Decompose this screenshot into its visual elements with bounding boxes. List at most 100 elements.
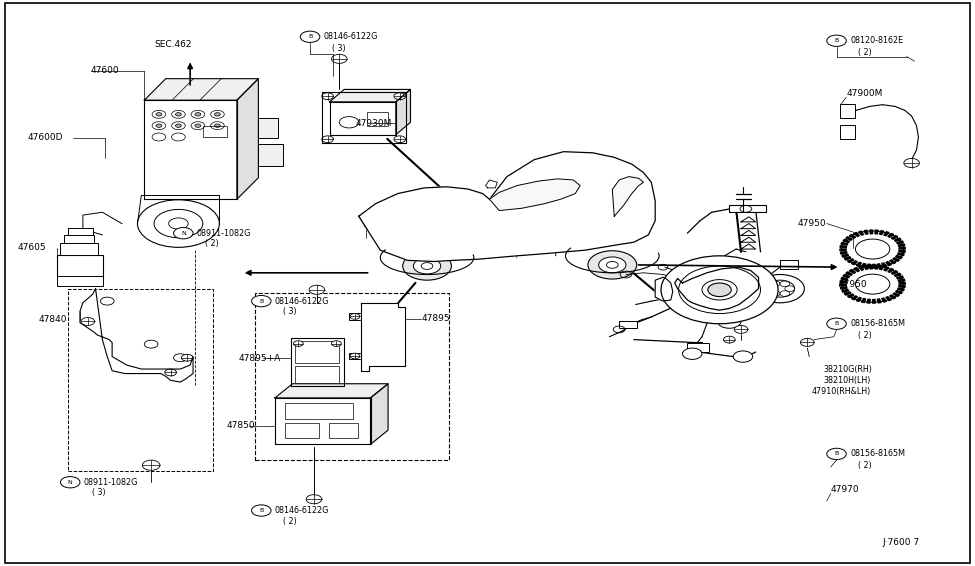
Text: J·7600 7: J·7600 7 [882,538,919,547]
Polygon shape [898,288,904,290]
Polygon shape [899,285,905,288]
Bar [497,219,515,228]
Polygon shape [889,295,896,299]
Circle shape [322,136,333,143]
Polygon shape [330,102,396,135]
Polygon shape [898,253,904,255]
Polygon shape [840,287,847,289]
Text: 47895+A: 47895+A [239,354,281,363]
Text: 47950: 47950 [838,280,867,289]
Circle shape [322,93,333,100]
Polygon shape [856,298,862,301]
Text: ( 2): ( 2) [858,331,872,340]
Circle shape [827,448,846,460]
Circle shape [841,231,904,267]
Bar [57,276,103,286]
Polygon shape [854,233,859,237]
Circle shape [733,351,753,362]
Polygon shape [867,299,871,303]
Circle shape [214,113,220,116]
Polygon shape [144,100,237,199]
Text: 08911-1082G: 08911-1082G [84,478,138,487]
Polygon shape [859,266,864,270]
Polygon shape [870,265,873,269]
Polygon shape [898,244,905,246]
Circle shape [137,200,219,247]
Bar [255,293,448,460]
Text: 47605: 47605 [18,243,46,252]
Circle shape [332,341,341,346]
Polygon shape [841,243,847,245]
Polygon shape [839,249,846,251]
Polygon shape [881,263,886,267]
Bar [285,423,319,438]
Text: 47600: 47600 [91,66,119,75]
Bar [295,366,339,383]
Circle shape [81,318,95,325]
Circle shape [156,113,162,116]
Polygon shape [854,268,859,272]
Polygon shape [864,230,868,234]
Circle shape [682,348,702,359]
Text: B: B [259,508,263,513]
Polygon shape [899,247,906,249]
Polygon shape [881,298,886,302]
Polygon shape [840,252,847,254]
Bar [57,255,103,277]
Text: B: B [308,35,312,39]
Polygon shape [897,276,904,279]
Text: 47850: 47850 [226,421,254,430]
Polygon shape [80,289,193,382]
Polygon shape [291,338,344,386]
Circle shape [181,354,193,361]
Polygon shape [873,264,876,268]
Text: 38210G(RH): 38210G(RH) [824,365,873,374]
Bar [840,104,855,118]
Bar [285,403,353,419]
Polygon shape [899,282,906,284]
Circle shape [904,158,919,168]
Text: ( 2): ( 2) [283,517,296,526]
Polygon shape [847,259,854,263]
Circle shape [156,124,162,127]
Polygon shape [886,297,891,301]
Circle shape [252,505,271,516]
Bar [367,112,388,126]
Polygon shape [486,180,497,188]
Text: N: N [181,231,185,235]
Polygon shape [878,299,881,303]
Circle shape [421,263,433,269]
Polygon shape [851,296,857,300]
Bar [64,235,94,243]
Polygon shape [875,230,878,234]
Circle shape [841,266,904,302]
Bar [349,313,363,320]
Polygon shape [856,263,862,266]
Bar [298,384,335,398]
Polygon shape [897,241,904,244]
Circle shape [176,113,181,116]
Polygon shape [875,265,878,269]
Polygon shape [867,264,871,268]
Text: 47950: 47950 [798,219,826,228]
Polygon shape [851,261,857,265]
Circle shape [174,228,193,239]
Text: B: B [835,452,838,456]
Text: ( 2): ( 2) [858,48,872,57]
Polygon shape [862,299,866,302]
Circle shape [679,266,760,314]
Text: ( 3): ( 3) [92,488,105,497]
Polygon shape [840,281,846,283]
Text: N: N [68,480,72,484]
Text: 47900M: 47900M [846,89,882,98]
Text: B: B [835,321,838,326]
Bar [295,341,339,363]
Polygon shape [359,152,655,261]
Circle shape [756,275,804,303]
Polygon shape [322,92,406,143]
Circle shape [195,124,201,127]
Bar [780,260,798,269]
Polygon shape [896,290,902,294]
Polygon shape [275,398,370,444]
Polygon shape [845,272,852,275]
